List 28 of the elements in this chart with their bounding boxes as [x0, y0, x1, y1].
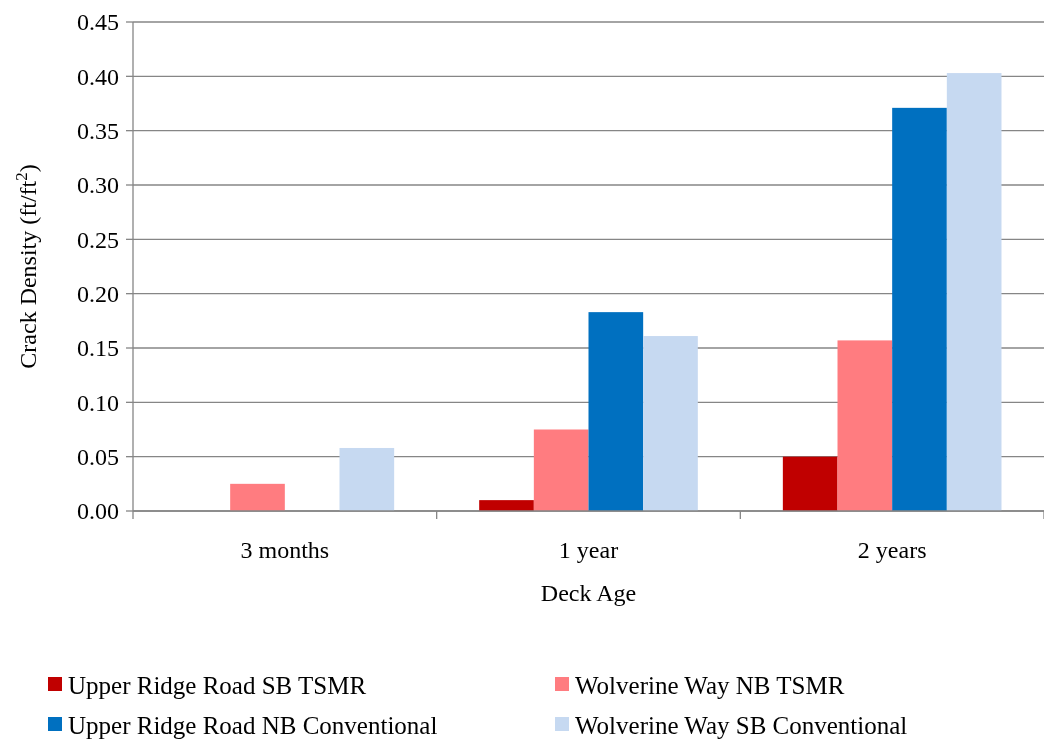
y-tick-label: 0.20	[77, 281, 119, 308]
y-tick-label: 0.45	[77, 9, 119, 36]
bar	[892, 107, 947, 511]
bar	[782, 456, 838, 511]
y-tick-label: 0.25	[77, 226, 119, 253]
x-tick-label: 1 year	[558, 537, 619, 563]
bar	[837, 340, 893, 511]
x-tick-label: 3 months	[240, 537, 330, 563]
bar	[230, 483, 285, 511]
legend-label: Wolverine Way NB TSMR	[575, 671, 845, 699]
bar	[946, 73, 1002, 511]
y-tick-label: 0.15	[77, 335, 119, 362]
x-tick-label: 2 years	[857, 537, 927, 563]
bar	[588, 312, 644, 511]
legend-label: Wolverine Way SB Conventional	[575, 711, 908, 739]
y-tick-label: 0.05	[77, 444, 119, 471]
y-tick-label: 0.00	[77, 498, 119, 525]
y-tick-label: 0.10	[77, 389, 119, 416]
bar	[643, 336, 698, 511]
y-tick-label: 0.35	[77, 118, 119, 145]
legend-label: Upper Ridge Road NB Conventional	[68, 711, 438, 739]
y-tick-label: 0.40	[77, 63, 119, 90]
legend-label: Upper Ridge Road SB TSMR	[68, 671, 367, 699]
x-axis-title: Deck Age	[540, 580, 637, 606]
bar	[479, 500, 534, 511]
bar	[533, 429, 589, 511]
y-tick-label: 0.30	[77, 172, 119, 199]
bar	[339, 447, 395, 511]
